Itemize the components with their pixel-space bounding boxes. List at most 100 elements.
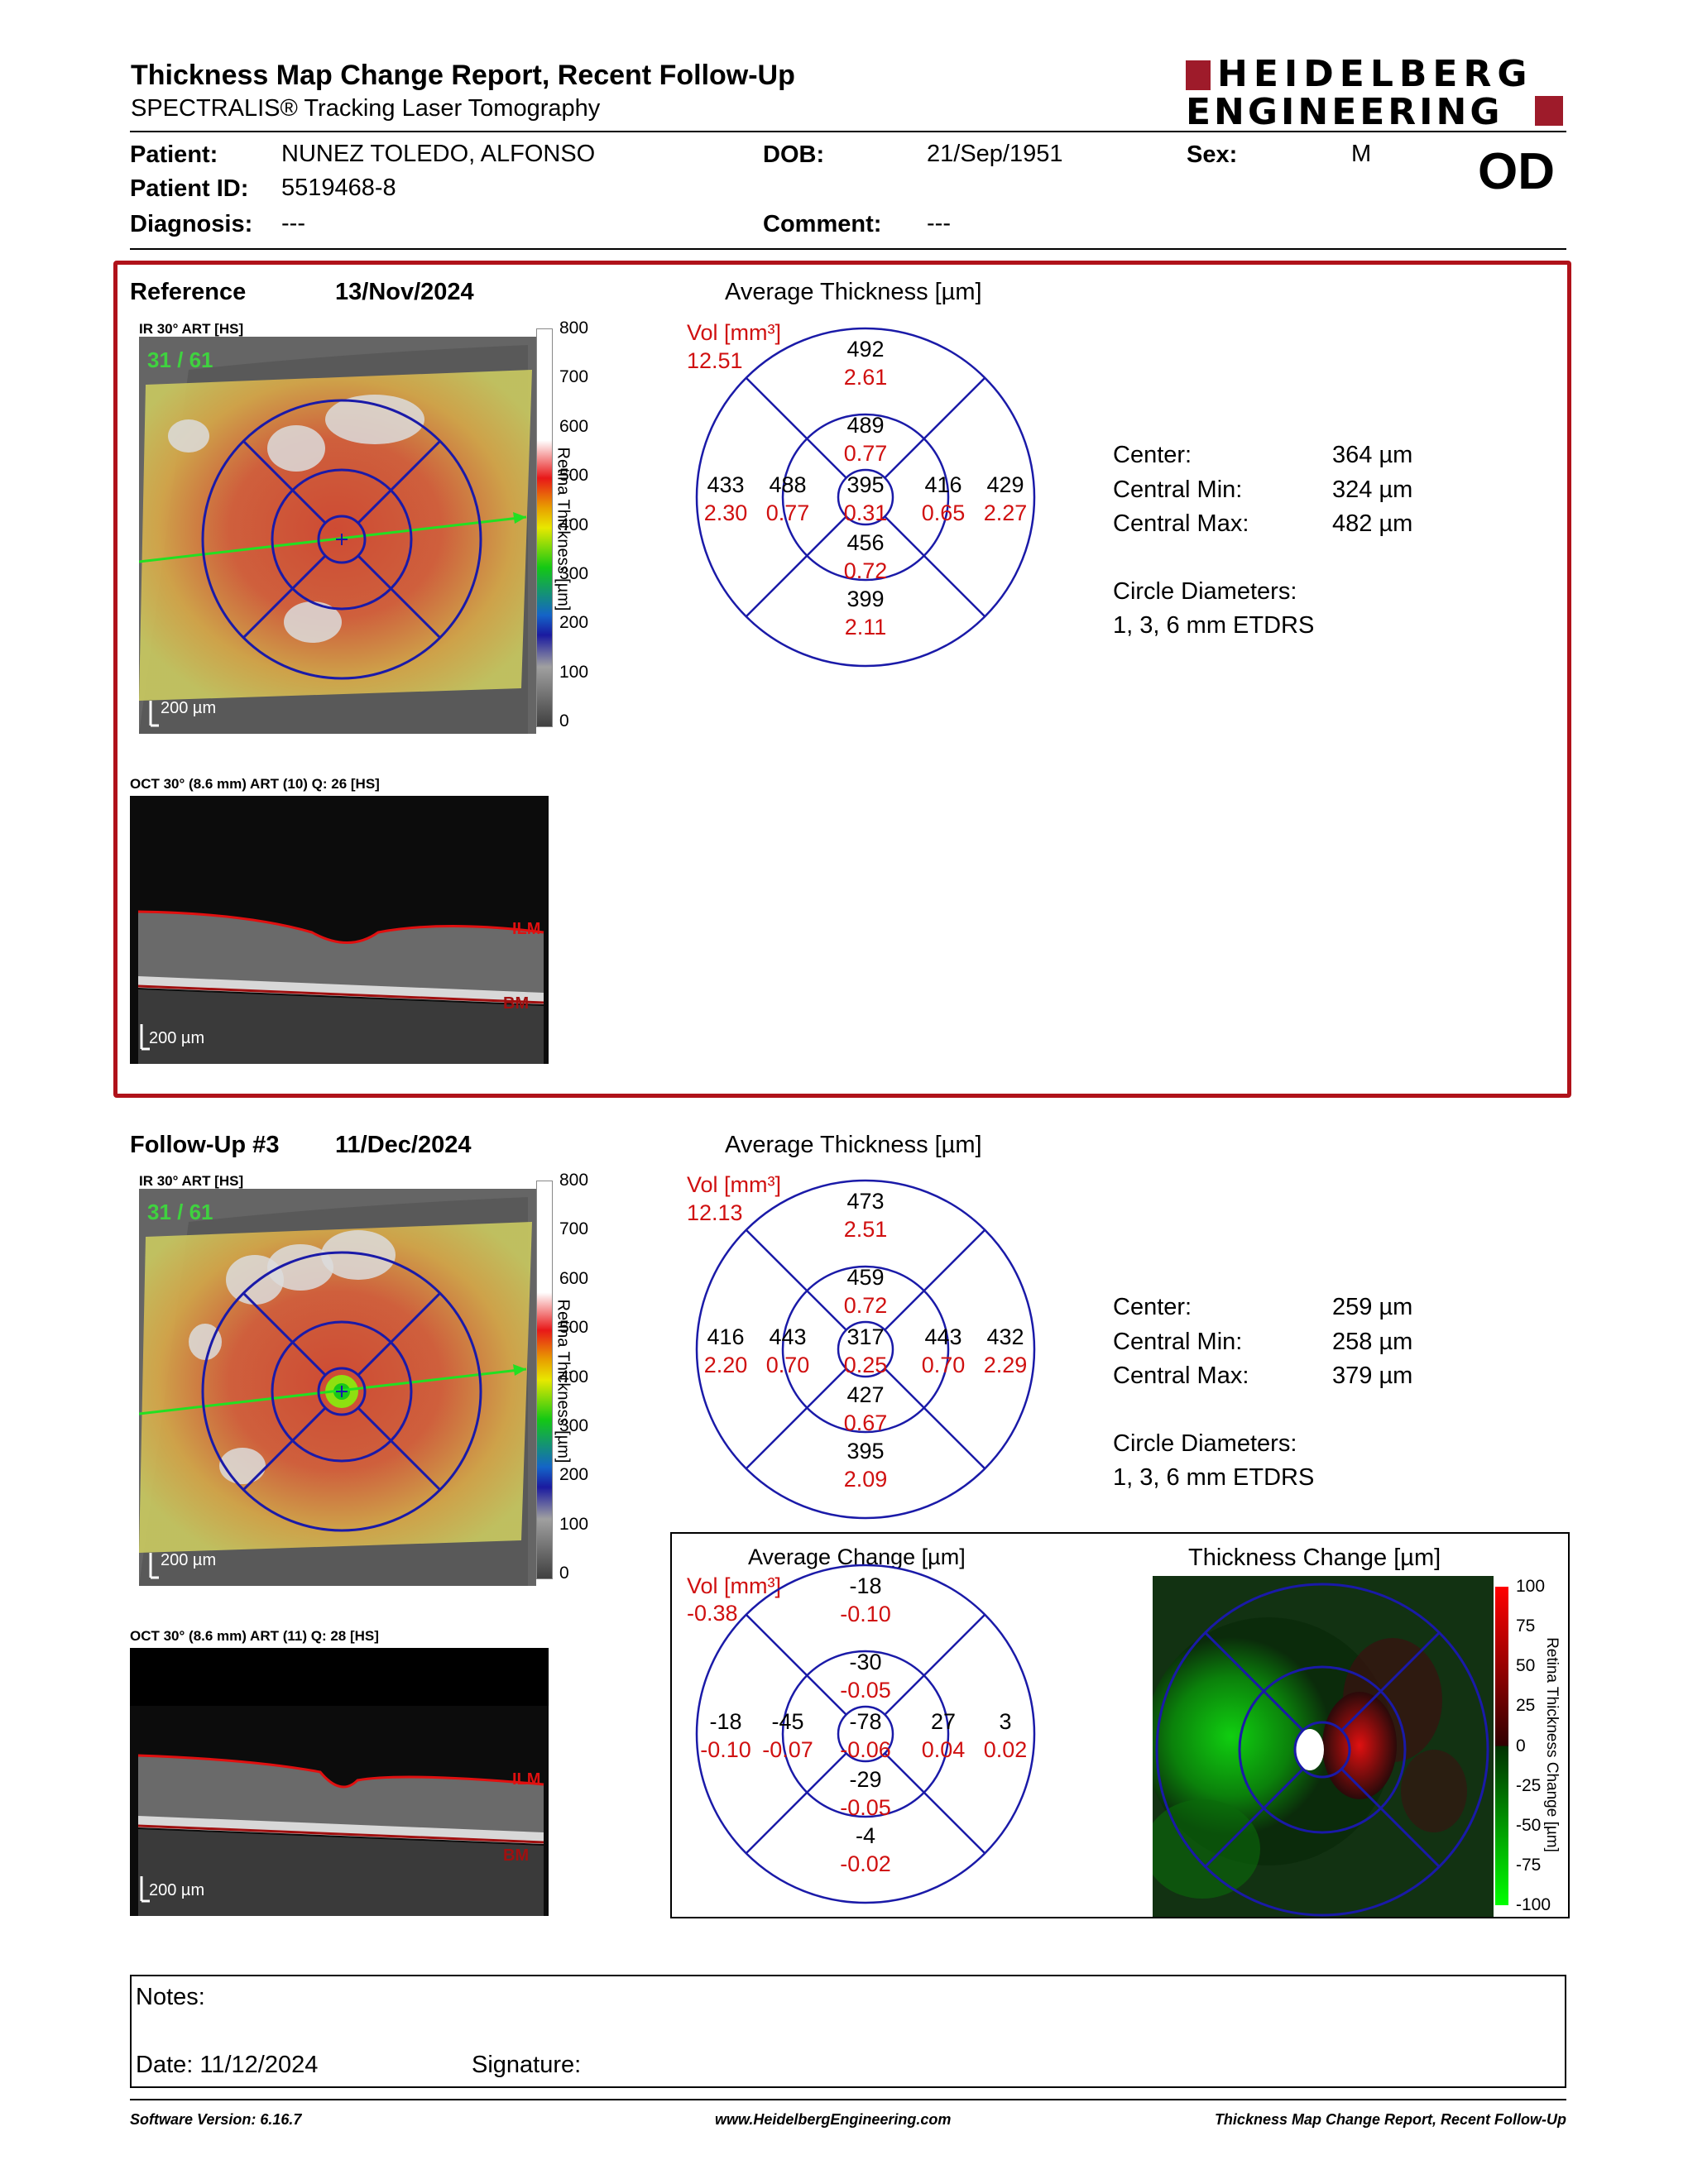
patient-id-label: Patient ID: [130, 175, 249, 202]
reference-diam-label: Circle Diameters: [1113, 578, 1297, 605]
reference-oct-ilm-label: ILM [512, 920, 541, 938]
reference-inner-nas-thickness: 416 [924, 472, 961, 497]
followup-outer-inf-volume: 2.09 [844, 1467, 888, 1492]
followup-center-volume: 0.25 [844, 1353, 888, 1377]
reference-label: Reference [130, 279, 247, 305]
notes-label: Notes: [136, 1984, 205, 2010]
change-outer-tmp-thickness: -18 [709, 1709, 741, 1734]
sex-value: M [1351, 141, 1372, 167]
followup-oct-scan [130, 1648, 549, 1916]
followup-oct-bm-label: BM [503, 1846, 530, 1865]
bm-line [137, 1824, 544, 1844]
logo-block-top [1186, 60, 1211, 90]
heidelberg-logo: HEIDELBERG ENGINEERING [1186, 53, 1566, 133]
change-thickness-map [1153, 1576, 1494, 1917]
change-inner-inf-volume: -0.05 [840, 1795, 891, 1820]
colorbar-tick-label: 400 [559, 1367, 589, 1387]
reference-colorbar [536, 328, 553, 727]
reference-vol-total: 12.51 [687, 348, 743, 373]
followup-vol-total: 12.13 [687, 1200, 743, 1225]
ilm-line [137, 1754, 544, 1789]
reference-min-value: 324 µm [1332, 477, 1413, 503]
reference-outer-tmp-volume: 2.30 [704, 500, 748, 525]
followup-outer-sup-volume: 2.51 [844, 1217, 888, 1242]
reference-center-volume: 0.31 [844, 500, 888, 525]
sex-label: Sex: [1187, 141, 1238, 168]
reference-outer-tmp-thickness: 433 [707, 472, 744, 497]
colorbar-tick-label: -100 [1516, 1895, 1551, 1914]
followup-thickness-map [139, 1189, 536, 1586]
footer-website: www.HeidelbergEngineering.com [715, 2111, 952, 2128]
followup-center-thickness: 317 [846, 1324, 884, 1349]
colorbar-tick-label: -25 [1516, 1775, 1542, 1795]
reference-etdrs-grid: 492 2.61 489 0.77 395 0.31 488 0.77 433 2.30 416 0.… [695, 327, 1036, 668]
reference-oct-scan [130, 796, 549, 1064]
change-inner-nas-volume: 0.04 [922, 1737, 966, 1762]
logo-line-2: ENGINEERING [1186, 91, 1503, 133]
followup-center-label: Center: [1113, 1294, 1192, 1320]
reference-inner-tmp-volume: 0.77 [766, 500, 810, 525]
colorbar-tick-label: 800 [559, 318, 589, 338]
colorbar-tick-label: 700 [559, 367, 589, 387]
reference-oct-bm-label: BM [503, 994, 530, 1013]
followup-min-value: 258 µm [1332, 1329, 1413, 1355]
reference-inner-sup-volume: 0.77 [844, 441, 888, 466]
reference-center-label: Center: [1113, 442, 1192, 468]
followup-outer-sup-thickness: 473 [846, 1189, 884, 1214]
reference-outer-inf-volume: 2.11 [845, 615, 887, 639]
change-center-thickness: -78 [849, 1709, 881, 1734]
reference-diam-value: 1, 3, 6 mm ETDRS [1113, 612, 1315, 639]
retina-band [138, 1755, 544, 1834]
reference-thickness-map [139, 337, 536, 734]
logo-block-bottom [1535, 96, 1563, 126]
followup-min-label: Central Min: [1113, 1329, 1243, 1355]
followup-inner-nas-thickness: 443 [924, 1324, 961, 1349]
comment-label: Comment: [763, 211, 882, 237]
patient-name: NUNEZ TOLEDO, ALFONSO [281, 141, 596, 167]
colorbar-tick-label: 50 [1516, 1656, 1536, 1676]
colorbar-tick-label: 25 [1516, 1696, 1536, 1716]
followup-colorbar-ticks: 800 700 600 500 400 300 200 100 0 [559, 1171, 592, 1584]
followup-outer-inf-thickness: 395 [846, 1439, 884, 1463]
change-outer-nas-thickness: 3 [999, 1709, 1011, 1734]
followup-colorbar-title: Retina Thickness [µm] [554, 1299, 573, 1463]
change-inner-sup-thickness: -30 [849, 1650, 881, 1674]
patient-label: Patient: [130, 141, 218, 168]
colorbar-tick-label: 500 [559, 1318, 589, 1338]
colorbar-tick-label: 0 [1516, 1736, 1526, 1755]
reference-inner-nas-volume: 0.65 [922, 500, 966, 525]
reference-frame-counter: 31 / 61 [147, 347, 213, 372]
colorbar-tick-label: 200 [559, 1465, 589, 1485]
reference-oct-label: OCT 30° (8.6 mm) ART (10) Q: 26 [HS] [130, 776, 380, 792]
notes-date: Date: 11/12/2024 [136, 2052, 319, 2078]
followup-scale-label: 200 µm [161, 1551, 217, 1569]
reference-date: 13/Nov/2024 [335, 279, 474, 305]
reference-frame [113, 261, 1571, 1098]
colorbar-tick-label: 700 [559, 1219, 589, 1239]
followup-inner-sup-volume: 0.72 [844, 1293, 888, 1318]
ilm-line [137, 910, 544, 944]
colorbar-tick-label: 300 [559, 1415, 589, 1435]
followup-inner-tmp-volume: 0.70 [766, 1353, 810, 1377]
colorbar-tick-label: -75 [1516, 1855, 1542, 1875]
reference-inner-inf-volume: 0.72 [844, 558, 888, 583]
followup-outer-tmp-thickness: 416 [707, 1324, 744, 1349]
footer-report: Thickness Map Change Report, Recent Foll… [1214, 2111, 1566, 2128]
followup-inner-inf-volume: 0.67 [844, 1410, 888, 1435]
change-outer-inf-volume: -0.02 [840, 1851, 891, 1876]
followup-inner-nas-volume: 0.70 [922, 1353, 966, 1377]
change-outer-sup-thickness: -18 [849, 1573, 881, 1598]
reference-center-thickness: 395 [846, 472, 884, 497]
logo-line-1: HEIDELBERG [1217, 53, 1533, 95]
report-title: Thickness Map Change Report, Recent Foll… [131, 60, 795, 91]
dob-value: 21/Sep/1951 [927, 141, 1063, 167]
colorbar-tick-label: 100 [1516, 1577, 1546, 1596]
change-vol-label: Vol [mm³] [687, 1573, 782, 1598]
colorbar-tick-label: 600 [559, 416, 589, 436]
colorbar-tick-label: 75 [1516, 1616, 1536, 1636]
notes-box [130, 1975, 1566, 2088]
reference-colorbar-title: Retina Thickness [µm] [554, 447, 573, 611]
colorbar-tick-label: 0 [559, 711, 569, 730]
followup-inner-tmp-thickness: 443 [769, 1324, 806, 1349]
change-vol-total: -0.38 [687, 1601, 738, 1626]
